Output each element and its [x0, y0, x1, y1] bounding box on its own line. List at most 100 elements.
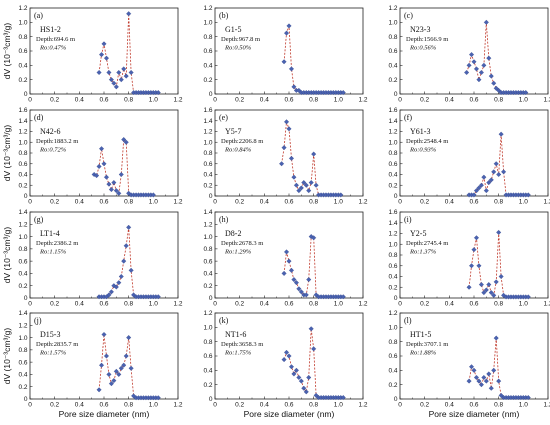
x-tick-label: 1.2 [543, 301, 550, 308]
x-tick-label: 0.4 [445, 301, 454, 308]
x-tick-label: 0.4 [75, 199, 84, 206]
x-tick-label: 0.8 [124, 97, 133, 104]
data-point [118, 171, 124, 178]
data-point [111, 180, 117, 186]
data-point [483, 188, 489, 194]
data-point [481, 174, 487, 180]
x-tick-label: 0.2 [50, 199, 59, 206]
data-point [471, 247, 477, 253]
y-tick-label: 1.0 [203, 20, 212, 27]
y-tick-label: 0.8 [388, 150, 397, 157]
y-tick-label: 1.0 [18, 20, 27, 27]
data-point [284, 249, 290, 255]
x-tick-label: 0.6 [469, 402, 478, 409]
x-tick-label: 1.2 [173, 402, 182, 409]
data-point [469, 364, 475, 370]
data-point [473, 235, 479, 241]
y-tick-label: 0 [209, 91, 213, 98]
data-point [123, 73, 129, 79]
x-tick-label: 0.8 [309, 301, 318, 308]
y-tick-label: 1.6 [388, 107, 397, 114]
panel: 0 0.2 0.4 0.6 0.8 1.0 1.2 0 0.2 0.4 0.6 0.8 1.0 1.2 dV… [2, 5, 183, 103]
x-tick-label: 1.2 [543, 97, 550, 104]
data-point [126, 11, 132, 17]
y-tick-label: 1.0 [18, 234, 27, 241]
y-tick-label: 0.4 [18, 172, 27, 179]
data-point [496, 171, 502, 178]
data-point [311, 235, 317, 241]
x-tick-label: 0.4 [260, 402, 269, 409]
y-axis-title: dV (10⁻³cm³/g) [2, 227, 12, 284]
data-point [108, 289, 114, 295]
data-point [466, 378, 472, 384]
ro-label: Ro:1.57% [39, 350, 67, 357]
x-tick-label: 1.0 [149, 301, 158, 308]
data-point [113, 84, 119, 90]
data-point [481, 62, 487, 68]
y-tick-label: 0.8 [18, 150, 27, 157]
y-tick-label: 0.2 [388, 77, 397, 84]
y-tick-label: 0.6 [203, 258, 212, 265]
data-point [311, 346, 317, 352]
series-line [283, 235, 344, 298]
data-point [286, 126, 292, 132]
data-point [313, 392, 319, 398]
x-tick-label: 0 [398, 199, 402, 206]
data-point [488, 290, 494, 296]
data-point [96, 387, 102, 393]
x-tick-label: 1.2 [358, 97, 367, 104]
data-point [478, 182, 484, 188]
y-tick-label: 0.8 [18, 246, 27, 253]
data-point [99, 362, 105, 368]
data-point [313, 292, 319, 298]
y-tick-label: 0.8 [203, 34, 212, 41]
panel: 0 0.2 0.4 0.6 0.8 1.0 1.2 0 0.2 0.4 0.6 0.8 1.0 1.2 (k… [203, 310, 367, 408]
depth-label: Depth:2386.2 m [36, 240, 78, 247]
data-point [491, 367, 497, 373]
x-tick-label: 0 [213, 97, 217, 104]
data-point [308, 234, 314, 240]
data-point [301, 180, 307, 186]
data-point [486, 55, 492, 61]
data-point [473, 188, 479, 194]
data-point [308, 326, 314, 332]
data-point [101, 161, 107, 167]
x-tick-label: 0.4 [260, 97, 269, 104]
data-point [131, 393, 137, 399]
y-tick-label: 0.8 [18, 34, 27, 41]
x-tick-label: 0 [28, 402, 32, 409]
data-point [301, 385, 307, 391]
y-tick-label: 1.4 [388, 220, 397, 227]
x-tick-label: 0.6 [99, 402, 108, 409]
data-point [116, 69, 122, 76]
x-tick-label: 1.0 [334, 97, 343, 104]
ro-label: Ro:0.84% [224, 147, 252, 154]
sample-name: Y61-3 [410, 127, 430, 136]
sample-name: Y2-5 [410, 229, 426, 238]
data-point [483, 378, 489, 384]
data-point [476, 378, 482, 384]
data-point [113, 284, 119, 290]
data-point [96, 69, 102, 76]
data-point [106, 371, 112, 377]
sample-name: Y5-7 [225, 127, 241, 136]
x-tick-label: 1.0 [334, 199, 343, 206]
y-tick-label: 1.2 [18, 129, 27, 136]
series-line [283, 25, 344, 93]
data-point [296, 286, 302, 292]
panel: 0 0.2 0.4 0.6 0.8 1.0 1.2 0 0.2 0.4 0.6 0.8 1.0 1.2 (l… [388, 310, 550, 408]
data-point [488, 177, 494, 183]
depth-label: Depth:2835.7 m [36, 341, 78, 348]
x-tick-label: 1.0 [519, 199, 528, 206]
x-tick-label: 0.6 [284, 199, 293, 206]
data-point [118, 273, 124, 280]
y-tick-label: 0 [394, 396, 398, 403]
x-tick-label: 0 [213, 301, 217, 308]
depth-label: Depth:2745.4 m [406, 240, 448, 247]
data-point [486, 371, 492, 377]
x-tick-label: 0.2 [50, 301, 59, 308]
y-tick-label: 0.4 [203, 271, 212, 278]
data-point [281, 145, 287, 151]
ro-label: Ro:0.47% [39, 45, 67, 52]
y-tick-label: 1.0 [388, 20, 397, 27]
